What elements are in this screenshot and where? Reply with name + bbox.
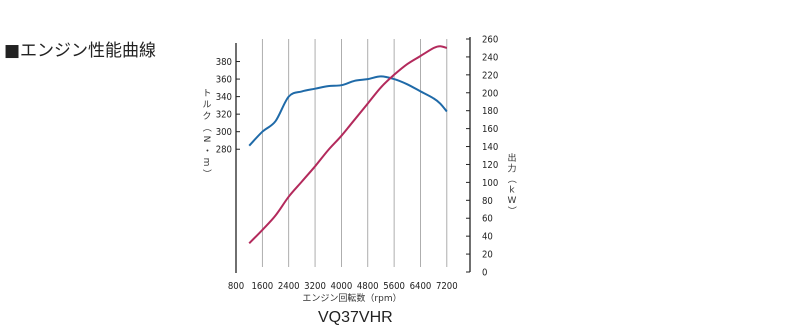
right-tick-label: 220 xyxy=(482,70,498,81)
x-tick-label: 7200 xyxy=(436,281,458,292)
left-tick-label: 280 xyxy=(216,145,232,156)
x-tick-label: 4000 xyxy=(331,281,353,292)
right-axis-title-char: 出 xyxy=(507,152,516,164)
left-axis-title-char: ク xyxy=(202,111,211,122)
right-tick-label: 120 xyxy=(482,160,498,171)
engine-model-label: VQ37VHR xyxy=(318,309,393,326)
right-tick-label: 240 xyxy=(482,52,498,63)
right-axis-title-char: k xyxy=(509,186,515,196)
right-tick-label: 180 xyxy=(482,106,498,117)
left-axis-title-char: ト xyxy=(202,89,211,99)
left-tick-label: 380 xyxy=(216,57,232,68)
right-axis-title-char: 力 xyxy=(507,163,516,175)
chart-title: ■エンジン性能曲線 xyxy=(4,41,157,61)
torque-curve xyxy=(248,75,448,147)
left-axis-title: トルク（ N ・ m ） xyxy=(201,89,212,178)
left-axis-title-char: N xyxy=(201,136,211,143)
right-tick-label: 20 xyxy=(482,250,493,261)
right-axis-title-char: ） xyxy=(506,206,517,215)
x-tick-label: 800 xyxy=(228,281,244,292)
left-tick-label: 360 xyxy=(216,75,232,86)
x-tick-label: 6400 xyxy=(410,281,432,292)
right-tick-label: 260 xyxy=(482,35,498,46)
right-tick-label: 0 xyxy=(482,268,487,279)
grid-lines xyxy=(261,39,448,267)
left-tick-label: 320 xyxy=(216,110,232,121)
right-tick-label: 140 xyxy=(482,142,498,153)
right-tick-label: 160 xyxy=(482,124,498,135)
right-axis-title-char: W xyxy=(508,196,517,206)
right-axis-title-char: （ xyxy=(506,174,517,183)
right-tick-label: 60 xyxy=(482,214,493,225)
left-axis-title-char: m xyxy=(201,158,211,167)
x-axis-ticks: 800 1600 2400 3200 4000 4800 5600 6400 7200 xyxy=(228,281,458,292)
x-axis-title: エンジン回転数（rpm） xyxy=(302,292,401,304)
left-tick-label: 340 xyxy=(216,92,232,103)
x-tick-label: 2400 xyxy=(278,281,300,292)
right-tick-label: 40 xyxy=(482,232,493,243)
right-tick-label: 80 xyxy=(482,196,493,207)
series-lines xyxy=(248,45,448,245)
left-axis-title-char: ル xyxy=(202,101,211,111)
x-tick-label: 5600 xyxy=(383,281,405,292)
right-axis-ticks: 0 20 40 60 80 100 120 140 160 180 200 220 240 260 xyxy=(466,35,498,279)
left-axis-ticks: 280 300 320 340 360 380 xyxy=(216,57,240,156)
right-axis-title: 出力（ kW） xyxy=(506,152,517,215)
left-axis-title-char: ・ xyxy=(201,146,211,155)
right-tick-label: 200 xyxy=(482,88,498,99)
x-tick-label: 3200 xyxy=(304,281,326,292)
x-tick-label: 1600 xyxy=(251,281,273,292)
left-axis-title-char: （ xyxy=(201,123,212,132)
power-curve xyxy=(248,45,448,245)
right-tick-label: 100 xyxy=(482,178,498,189)
left-axis-title-char: ） xyxy=(201,169,212,178)
left-tick-label: 300 xyxy=(216,127,232,138)
x-tick-label: 4800 xyxy=(357,281,379,292)
